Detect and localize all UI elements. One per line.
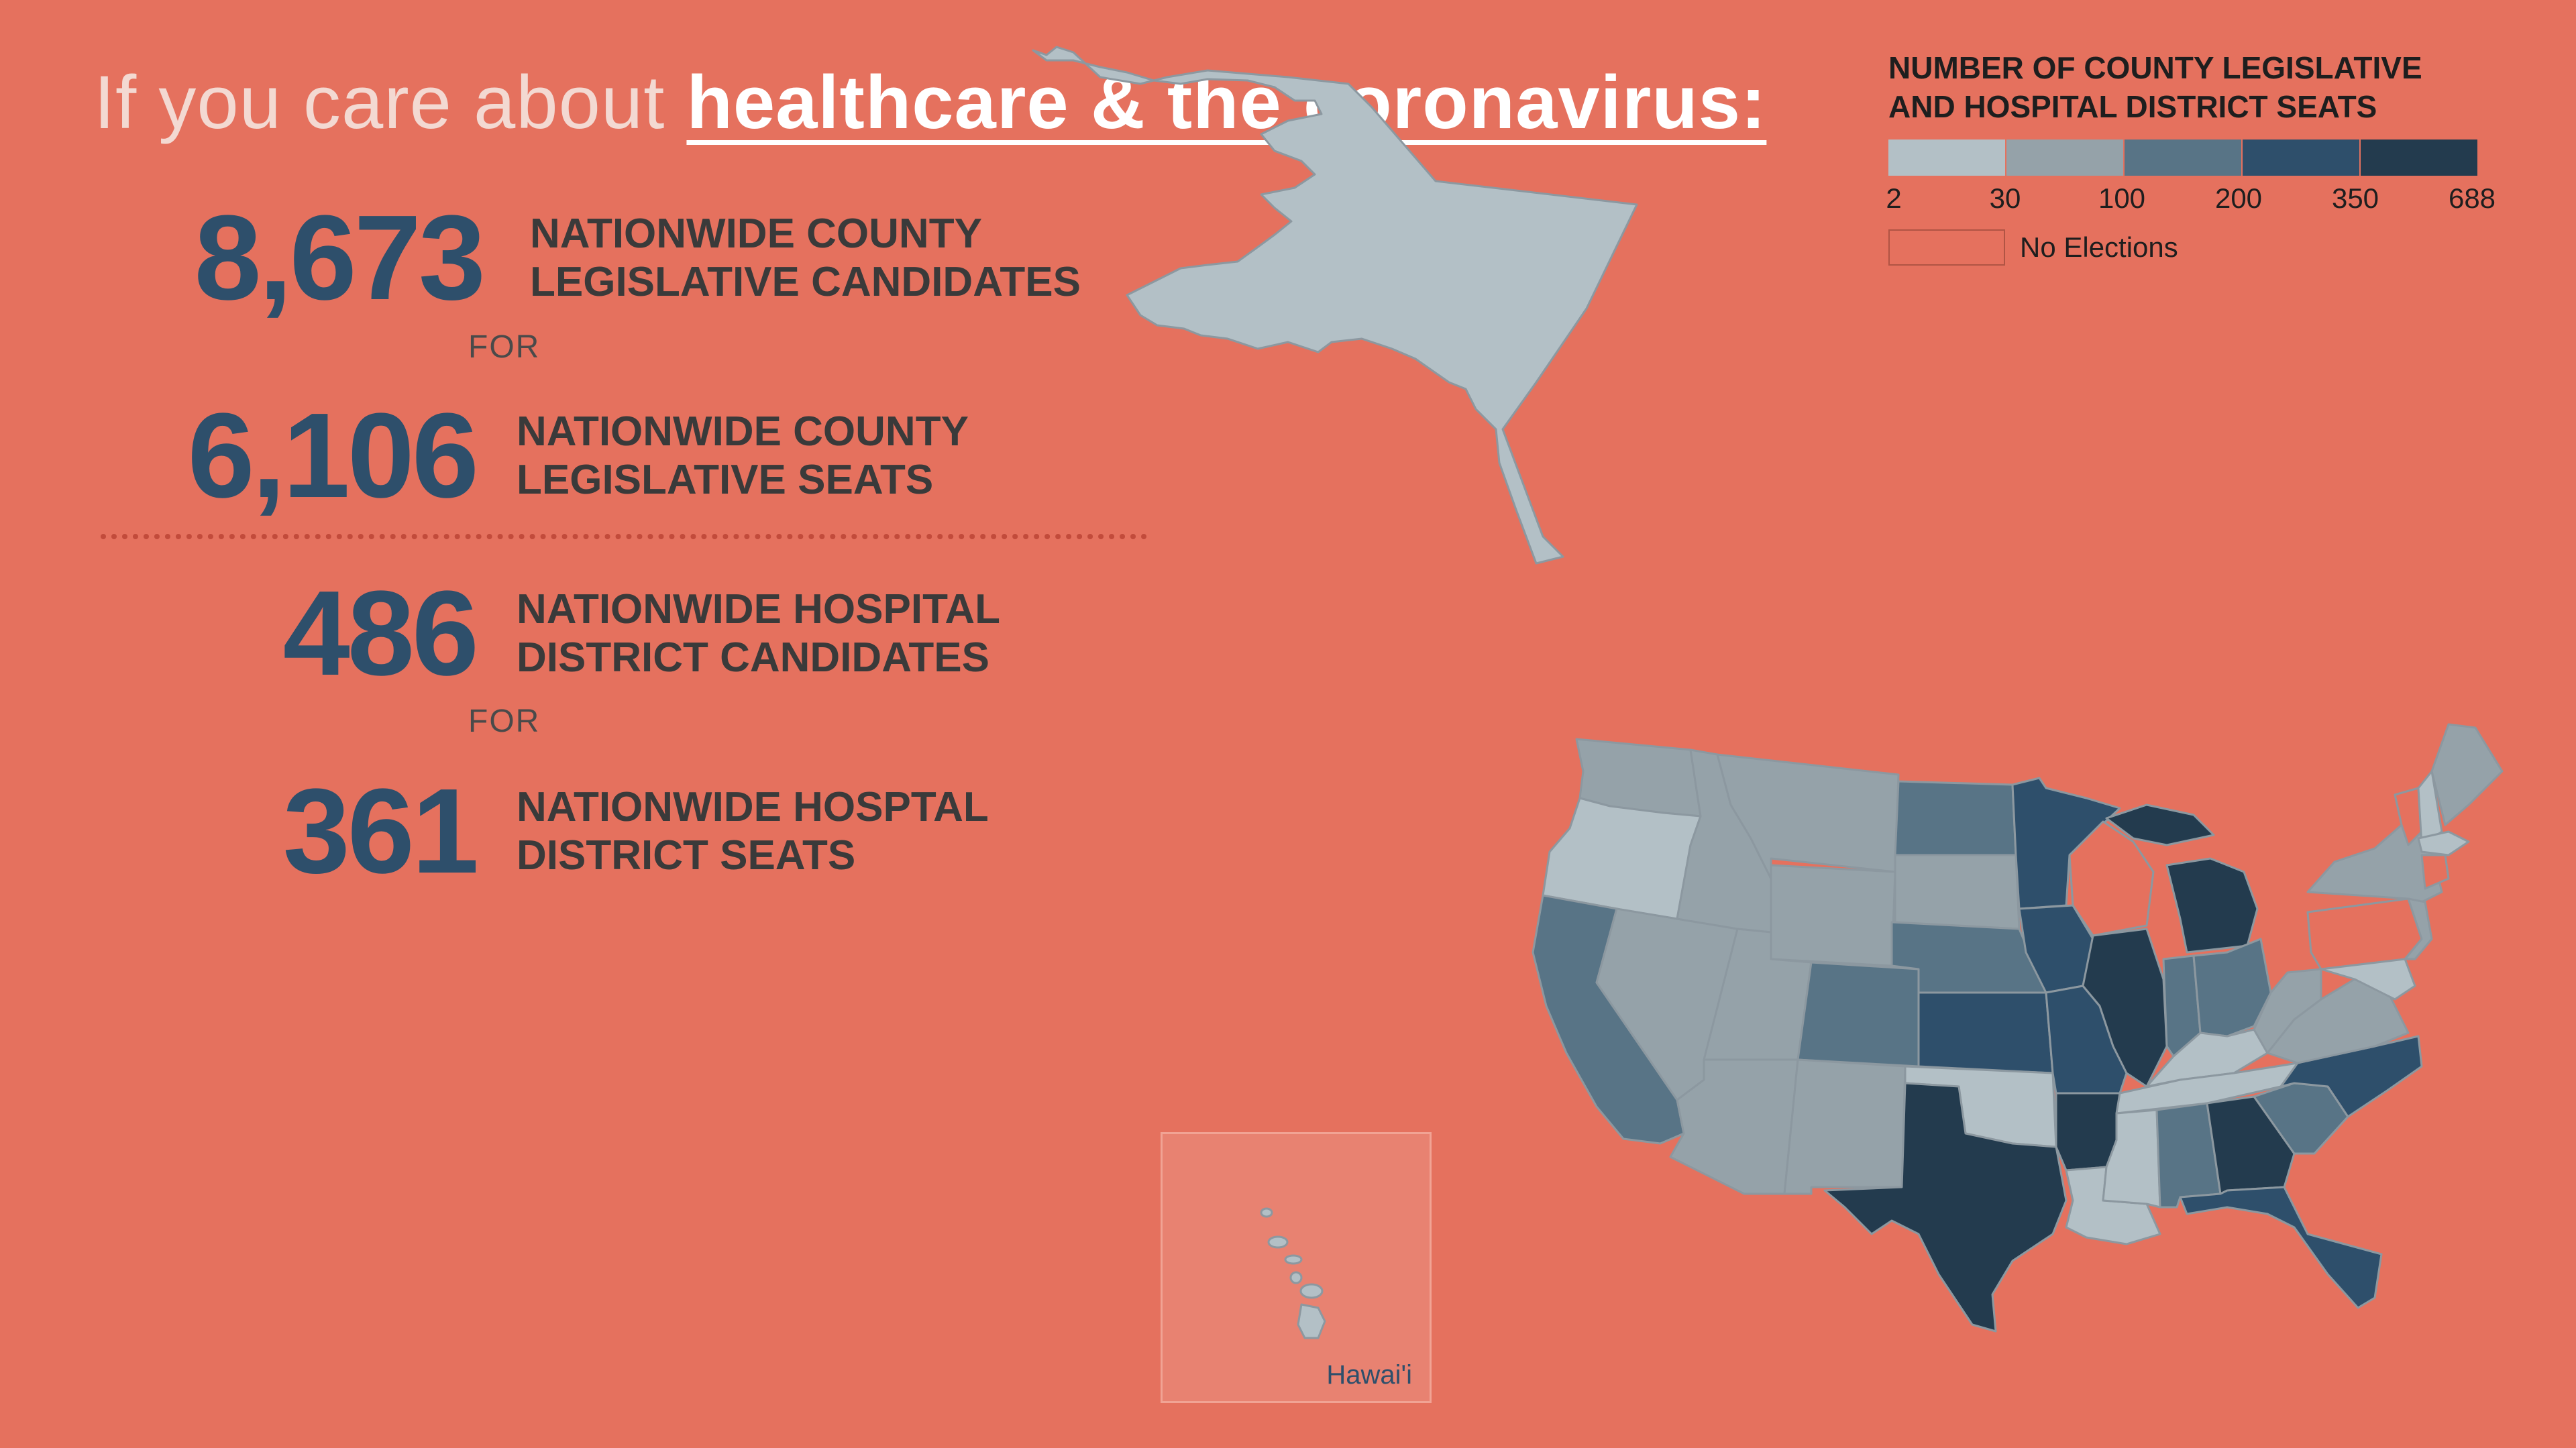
state-IL [2082,928,2168,1088]
legend-ticks: 2 30 100 200 350 688 [1886,182,2496,223]
state-ME [2430,723,2504,826]
stat-label-line1: NATIONWIDE COUNTY [530,211,982,257]
state-NM [1783,1058,1907,1195]
stat-county-seats: 6,106 NATIONWIDE COUNTY LEGISLATIVE SEAT… [134,396,969,516]
for-connector: FOR [468,704,541,739]
state-TX [1823,1082,2068,1333]
for-connector: FOR [468,329,541,365]
map-legend: NUMBER OF COUNTY LEGISLATIVE AND HOSPITA… [1886,48,2496,266]
stat-value: 8,673 [194,190,486,325]
stat-label-line2: LEGISLATIVE SEATS [517,457,934,503]
legend-tick: 350 [2331,182,2379,214]
state-WY [1770,864,1896,967]
legend-swatch [1888,140,2006,176]
state-CO [1796,961,1920,1068]
hawaii-inset: Hawai'i [1161,1132,1432,1403]
state-ND [1894,780,2017,856]
stat-label-line2: DISTRICT SEATS [517,832,856,879]
state-SD [1894,854,2021,930]
state-VT [2394,787,2423,846]
stat-value: 6,106 [187,388,479,523]
stat-label: NATIONWIDE COUNTY LEGISLATIVE SEATS [517,408,969,504]
stat-label-line2: DISTRICT CANDIDATES [517,634,989,681]
legend-swatch [2006,140,2125,176]
stat-label-line1: NATIONWIDE HOSPITAL [517,586,1000,632]
state-MI [2165,857,2259,954]
state-CT [2420,854,2450,890]
legend-tick: 2 [1886,182,1902,214]
state-FL [2179,1186,2383,1309]
title-prefix: If you care about [94,60,687,144]
hawaii-label: Hawai'i [1326,1360,1412,1390]
state-KS [1917,991,2054,1074]
legend-swatch [2125,140,2243,176]
stat-label: NATIONWIDE HOSPITAL DISTRICT CANDIDATES [517,586,1000,682]
stat-value: 486 [282,566,479,701]
legend-no-elections: No Elections [1888,229,2479,266]
legend-title: NUMBER OF COUNTY LEGISLATIVE AND HOSPITA… [1888,48,2479,126]
stat-hospital-candidates: 486 NATIONWIDE HOSPITAL DISTRICT CANDIDA… [134,573,1000,694]
section-divider [101,534,1147,539]
legend-tick: 200 [2214,182,2263,214]
legend-tick: 30 [1989,182,2021,214]
legend-title-line1: NUMBER OF COUNTY LEGISLATIVE [1888,50,2422,85]
stat-label-line1: NATIONWIDE COUNTY [517,408,969,455]
legend-swatch [2361,140,2479,176]
state-NJ [2404,897,2433,960]
state-NH [2417,770,2443,846]
state-HI [1260,1207,1326,1339]
legend-tick: 688 [2448,182,2496,214]
no-elections-label: No Elections [2020,231,2178,263]
legend-color-bar [1888,140,2479,176]
legend-tick: 100 [2098,182,2146,214]
state-WV [2253,968,2322,1054]
state-AK [1032,46,1638,565]
no-elections-swatch [1888,229,2005,266]
stat-hospital-seats: 361 NATIONWIDE HOSPTAL DISTRICT SEATS [134,771,989,892]
state-MA [2417,830,2470,856]
state-WI [2068,820,2155,937]
stat-label: NATIONWIDE HOSPTAL DISTRICT SEATS [517,783,989,880]
stat-county-candidates: 8,673 NATIONWIDE COUNTY LEGISLATIVE CAND… [134,198,1081,319]
stat-value: 361 [282,764,479,899]
legend-title-line2: AND HOSPITAL DISTRICT SEATS [1888,89,2377,124]
legend-swatch [2243,140,2361,176]
stat-label-line2: LEGISLATIVE CANDIDATES [530,259,1081,305]
stat-label: NATIONWIDE COUNTY LEGISLATIVE CANDIDATES [530,210,1081,307]
state-MD [2320,958,2416,1001]
state-MI-UP [2105,803,2215,846]
stat-label-line1: NATIONWIDE HOSPTAL [517,784,989,830]
